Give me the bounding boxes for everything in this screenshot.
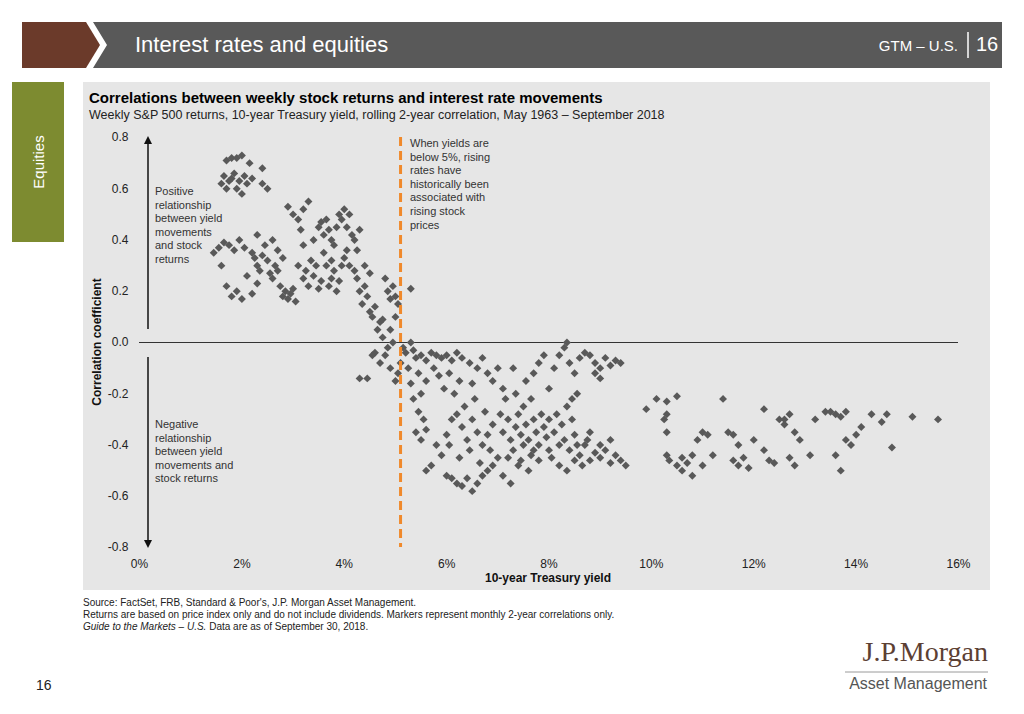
svg-text:0.2: 0.2 bbox=[112, 284, 129, 298]
html-text:prices: prices bbox=[410, 218, 440, 231]
html-text:stock returns: stock returns bbox=[155, 472, 218, 485]
html-text:below 5%, rising: below 5%, rising bbox=[410, 150, 491, 163]
html-text:associated with: associated with bbox=[410, 191, 486, 204]
svg-text:8%: 8% bbox=[540, 557, 558, 571]
svg-text:0%: 0% bbox=[131, 557, 149, 571]
html-text:Guide to the Markets – U.S. Da: Guide to the Markets – U.S. Data are as … bbox=[83, 621, 369, 632]
svg-text:4%: 4% bbox=[336, 557, 354, 571]
html-text:Weekly S&P 500 returns, 10-yea: Weekly S&P 500 returns, 10-year Treasury… bbox=[89, 108, 665, 122]
html-text:movements and: movements and bbox=[155, 458, 234, 471]
svg-text:-0.4: -0.4 bbox=[108, 438, 129, 452]
html-text:Positive: Positive bbox=[155, 185, 194, 197]
html-text:Correlation coefficient: Correlation coefficient bbox=[90, 278, 104, 406]
html-text:10-year Treasury yield: 10-year Treasury yield bbox=[485, 571, 611, 585]
svg-text:0.6: 0.6 bbox=[112, 182, 129, 196]
svg-text:0.0: 0.0 bbox=[112, 335, 129, 349]
svg-text:14%: 14% bbox=[844, 557, 868, 571]
html-text:Returns are based on price ind: Returns are based on price index only an… bbox=[83, 609, 615, 620]
html-text:rates have: rates have bbox=[410, 164, 462, 177]
html-text:J.P.Morgan: J.P.Morgan bbox=[862, 636, 988, 667]
svg-text:-0.2: -0.2 bbox=[108, 387, 129, 401]
html-text:16: 16 bbox=[36, 677, 52, 693]
html-text:between yield: between yield bbox=[155, 445, 223, 458]
svg-text:-0.8: -0.8 bbox=[108, 540, 129, 554]
html-text:movements: movements bbox=[155, 225, 212, 238]
svg-text:0.4: 0.4 bbox=[112, 233, 129, 247]
html-text:Equities: Equities bbox=[29, 135, 47, 189]
html-text:Negative: Negative bbox=[155, 418, 199, 430]
html-text:and stock: and stock bbox=[155, 239, 203, 252]
html-text:Asset Management: Asset Management bbox=[849, 675, 987, 692]
html-text:GTM – U.S.: GTM – U.S. bbox=[878, 37, 958, 54]
html-text:16: 16 bbox=[976, 33, 999, 55]
html-text:historically been: historically been bbox=[410, 177, 489, 190]
svg-text:2%: 2% bbox=[233, 557, 251, 571]
html-text:relationship: relationship bbox=[155, 198, 212, 211]
svg-text:-0.6: -0.6 bbox=[108, 489, 129, 503]
svg-text:10%: 10% bbox=[639, 557, 663, 571]
html-text:Interest rates and equities: Interest rates and equities bbox=[135, 32, 389, 57]
html-text:Source: FactSet, FRB, Standard: Source: FactSet, FRB, Standard & Poor's,… bbox=[83, 597, 416, 608]
svg-text:6%: 6% bbox=[438, 557, 456, 571]
svg-text:16%: 16% bbox=[946, 557, 970, 571]
html-text:between yield: between yield bbox=[155, 212, 223, 225]
html-text:Correlations between weekly st: Correlations between weekly stock return… bbox=[89, 89, 603, 106]
html-text:rising stock: rising stock bbox=[410, 205, 465, 217]
html-text:relationship: relationship bbox=[155, 431, 212, 444]
svg-text:12%: 12% bbox=[742, 557, 766, 571]
html-text:returns: returns bbox=[155, 253, 190, 265]
svg-text:0.8: 0.8 bbox=[112, 130, 129, 144]
html-text:When yields are: When yields are bbox=[410, 137, 489, 149]
